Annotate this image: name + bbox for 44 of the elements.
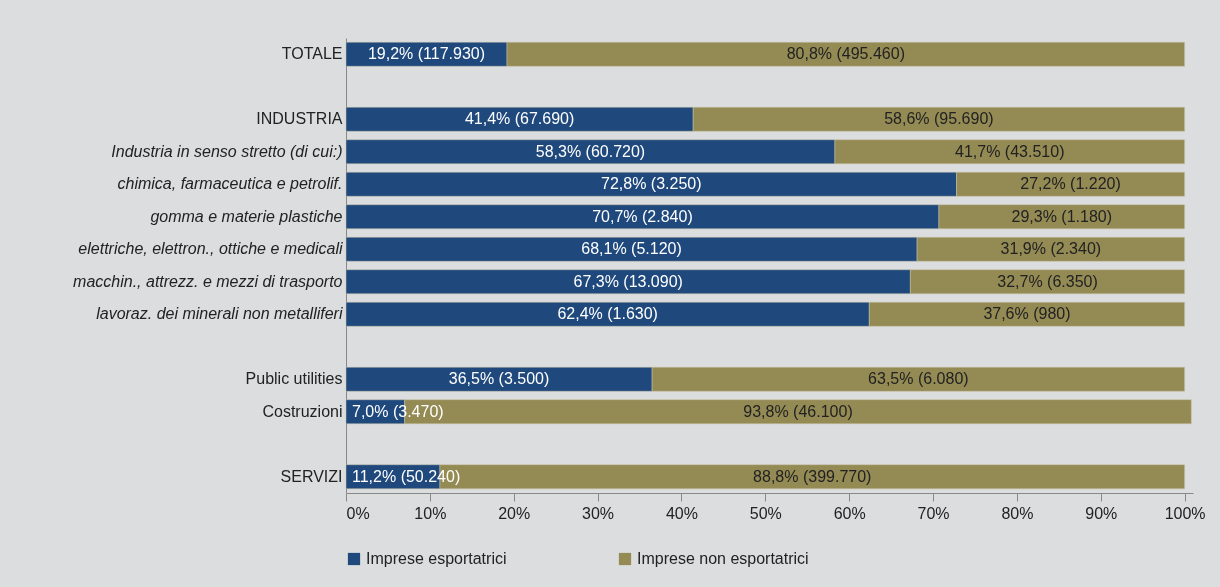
y-tick-label: Public utilities xyxy=(245,370,343,388)
x-tick-label: 70% xyxy=(917,504,950,522)
data-label: 27,2% (1.220) xyxy=(1020,175,1121,193)
data-label: 41,4% (67.690) xyxy=(464,110,575,128)
x-tick-label: 0% xyxy=(346,504,370,522)
y-tick-label: Industria in senso stretto (di cui:) xyxy=(111,142,343,160)
data-label: 68,1% (5.120) xyxy=(581,240,682,258)
data-label: 19,2% (117.930) xyxy=(367,45,486,63)
y-tick-label: TOTALE xyxy=(281,45,343,63)
x-tick-label: 80% xyxy=(1001,504,1034,522)
data-label: 58,6% (95.690) xyxy=(884,110,994,128)
y-tick-label: macchin., attrezz. e mezzi di trasporto xyxy=(73,272,343,290)
data-label: 93,8% (46.100) xyxy=(743,402,853,420)
x-tick-label: 40% xyxy=(665,504,698,522)
x-tick-label: 30% xyxy=(582,504,615,522)
data-label: 31,9% (2.340) xyxy=(1000,240,1102,258)
data-label: 67,3% (13.090) xyxy=(573,272,683,290)
data-label: 36,5% (3.500) xyxy=(448,370,550,388)
data-label: 88,8% (399.770) xyxy=(753,467,872,485)
data-label: 32,7% (6.350) xyxy=(997,272,1098,290)
data-label: 37,6% (980) xyxy=(983,305,1071,323)
data-label: 63,5% (6.080) xyxy=(868,370,969,388)
data-label: 70,7% (2.840) xyxy=(592,207,693,225)
y-tick-label: chimica, farmaceutica e petrolif. xyxy=(117,175,343,193)
x-tick-label: 100% xyxy=(1164,504,1206,522)
x-tick-label: 10% xyxy=(414,504,447,522)
x-tick-label: 20% xyxy=(498,504,531,522)
y-tick-label: gomma e materie plastiche xyxy=(150,207,343,225)
y-tick-label: INDUSTRIA xyxy=(256,110,343,128)
data-label: 58,3% (60.720) xyxy=(535,142,646,160)
y-tick-label: Costruzioni xyxy=(262,402,343,420)
x-tick-label: 60% xyxy=(833,504,866,522)
y-tick-label: SERVIZI xyxy=(280,467,343,485)
legend-label: Imprese non esportatrici xyxy=(637,550,809,567)
x-tick-label: 50% xyxy=(749,504,782,522)
data-label: 80,8% (495.460) xyxy=(786,45,905,63)
y-tick-label: lavoraz. dei minerali non metalliferi xyxy=(96,305,343,323)
y-tick-label: elettriche, elettron., ottiche e medicali xyxy=(78,240,343,258)
data-label: 41,7% (43.510) xyxy=(955,142,1065,160)
data-label: 29,3% (1.180) xyxy=(1011,207,1113,225)
x-tick-label: 90% xyxy=(1085,504,1118,522)
data-label: 72,8% (3.250) xyxy=(601,175,702,193)
data-label: 62,4% (1.630) xyxy=(557,305,658,323)
legend-label: Imprese esportatrici xyxy=(366,550,507,567)
